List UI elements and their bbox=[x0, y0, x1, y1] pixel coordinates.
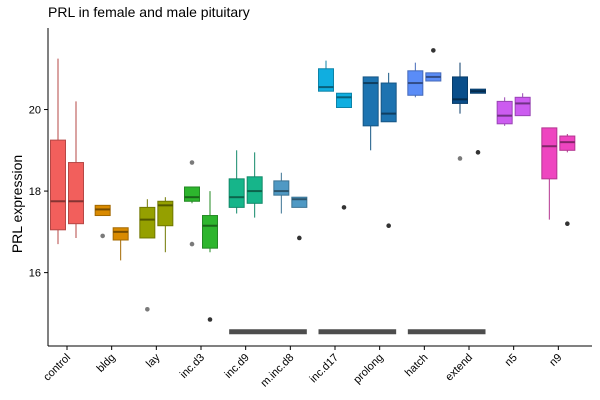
box-male-prolong bbox=[380, 72, 397, 229]
outlier-point bbox=[457, 156, 463, 161]
x-tick-label: n9 bbox=[547, 352, 564, 369]
box-female-n5 bbox=[496, 97, 513, 126]
box-body bbox=[202, 215, 218, 249]
outlier-point bbox=[145, 307, 150, 312]
x-tick-label: inc.d9 bbox=[223, 352, 252, 381]
box-body bbox=[50, 139, 66, 231]
box-body bbox=[318, 68, 334, 92]
box-female-bldg bbox=[94, 204, 111, 239]
y-tick-label: 20 bbox=[29, 105, 41, 117]
box-body bbox=[112, 227, 129, 241]
y-axis-label: PRL expression bbox=[9, 155, 25, 253]
outlier-point bbox=[189, 160, 195, 165]
box-male-inc.d9 bbox=[246, 152, 263, 218]
box-female-prolong bbox=[362, 76, 379, 151]
x-tick-label: inc.d17 bbox=[308, 352, 342, 386]
box-male-hatch bbox=[425, 48, 442, 82]
x-tick-label: hatch bbox=[403, 352, 431, 380]
box-groups bbox=[50, 48, 576, 322]
box-female-extend bbox=[452, 62, 468, 161]
box-male-n5 bbox=[514, 93, 531, 117]
box-male-inc.d3 bbox=[202, 191, 218, 322]
box-body bbox=[452, 76, 468, 104]
box-female-inc.d9 bbox=[228, 150, 245, 214]
box-body bbox=[496, 100, 513, 125]
box-male-n9 bbox=[559, 134, 576, 226]
y-tick-label: 18 bbox=[29, 186, 41, 198]
box-body bbox=[273, 180, 290, 196]
box-male-bldg bbox=[112, 227, 129, 261]
y-tick-label: 16 bbox=[29, 268, 41, 280]
outlier-point bbox=[565, 221, 570, 226]
box-body bbox=[139, 206, 156, 239]
box-male-inc.d17 bbox=[336, 92, 352, 210]
outlier-point bbox=[386, 223, 391, 229]
chart-title: PRL in female and male pituitary bbox=[48, 4, 250, 20]
box-female-n9 bbox=[541, 127, 558, 220]
outlier-point bbox=[207, 317, 213, 322]
box-female-inc.d3 bbox=[184, 160, 200, 247]
x-tick-label: inc.d3 bbox=[178, 352, 207, 381]
x-tick-label: n5 bbox=[503, 352, 520, 369]
outlier-point bbox=[189, 241, 195, 247]
outlier-point bbox=[297, 235, 302, 241]
x-tick-label: lay bbox=[144, 351, 163, 370]
x-tick-label: m.inc.d8 bbox=[259, 352, 297, 390]
box-male-lay bbox=[157, 197, 174, 253]
y-axis-ticks: 16 18 20 bbox=[29, 105, 48, 280]
box-male-control bbox=[68, 101, 84, 238]
box-female-hatch bbox=[407, 62, 424, 98]
box-female-m.inc.d8 bbox=[273, 172, 290, 214]
box-body bbox=[94, 204, 111, 217]
box-body bbox=[184, 186, 200, 202]
box-female-lay bbox=[139, 199, 156, 312]
x-tick-label: bldg bbox=[95, 352, 118, 375]
outlier-point bbox=[100, 233, 105, 239]
box-body bbox=[559, 135, 576, 151]
box-body bbox=[246, 176, 263, 204]
x-axis-ticks: control bldg lay inc.d3 inc.d9 m.inc.d8 inc.d1… bbox=[41, 346, 564, 390]
box-body bbox=[228, 178, 245, 208]
box-female-control bbox=[50, 58, 66, 245]
box-body bbox=[336, 92, 352, 108]
box-male-extend bbox=[470, 88, 486, 155]
box-body bbox=[362, 76, 379, 127]
x-tick-label: control bbox=[41, 352, 73, 384]
box-body bbox=[514, 96, 531, 117]
outlier-point bbox=[431, 48, 436, 53]
x-tick-label: extend bbox=[443, 352, 475, 384]
box-body bbox=[541, 127, 558, 180]
box-body bbox=[380, 82, 397, 123]
outlier-point bbox=[341, 205, 347, 210]
box-body bbox=[68, 162, 84, 225]
box-body bbox=[157, 200, 174, 227]
box-body bbox=[291, 196, 308, 208]
box-female-inc.d17 bbox=[318, 60, 334, 92]
outlier-point bbox=[475, 150, 481, 155]
box-male-m.inc.d8 bbox=[291, 196, 308, 241]
x-tick-label: prolong bbox=[351, 352, 385, 386]
